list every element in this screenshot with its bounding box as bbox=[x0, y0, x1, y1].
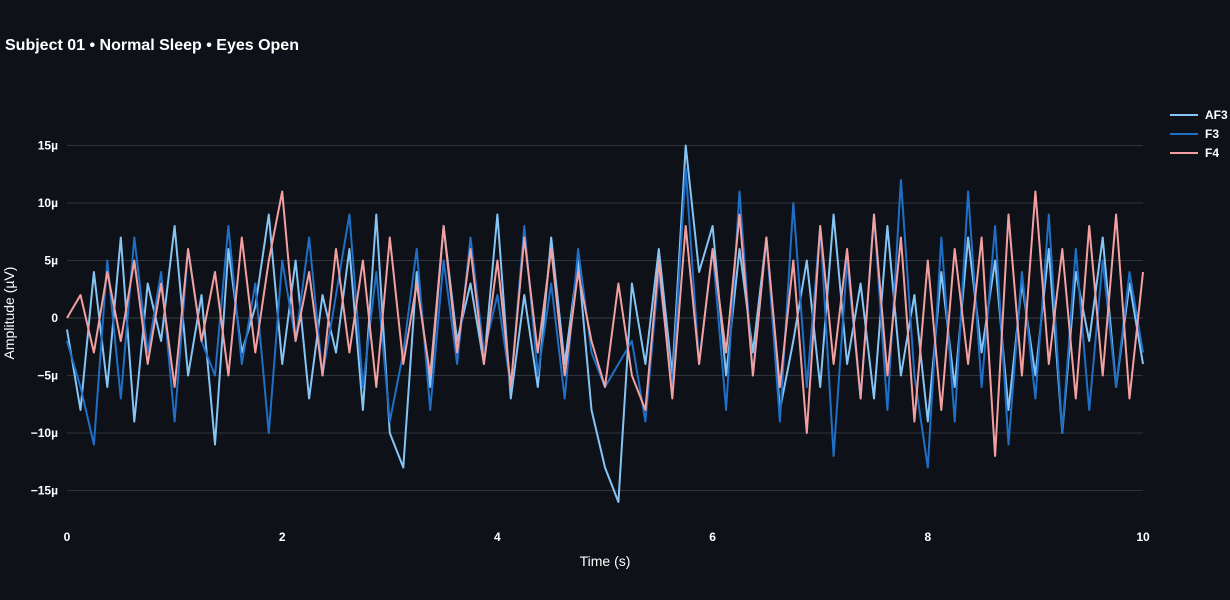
y-tick-label: 0 bbox=[51, 311, 58, 325]
y-tick-label: 15µ bbox=[38, 139, 58, 153]
y-tick-label: −10µ bbox=[31, 426, 58, 440]
x-tick-label: 2 bbox=[279, 530, 286, 544]
y-tick-label: 5µ bbox=[44, 254, 58, 268]
grid-lines bbox=[67, 145, 1143, 491]
legend-item-af3[interactable]: AF3 bbox=[1170, 108, 1228, 122]
legend-label: AF3 bbox=[1205, 108, 1228, 122]
legend-label: F3 bbox=[1205, 127, 1219, 141]
legend-label: F4 bbox=[1205, 146, 1219, 160]
series-line-f4 bbox=[66, 190, 1144, 457]
x-tick-label: 4 bbox=[494, 530, 501, 544]
series-lines bbox=[66, 144, 1144, 503]
x-tick-label: 10 bbox=[1136, 530, 1150, 544]
legend-item-f3[interactable]: F3 bbox=[1170, 127, 1219, 141]
y-axis-ticks: 15µ 10µ 5µ 0 −5µ −10µ −15µ bbox=[31, 139, 59, 498]
x-tick-label: 0 bbox=[64, 530, 71, 544]
series-line-af3 bbox=[66, 144, 1144, 503]
y-axis-title: Amplitude (µV) bbox=[1, 267, 17, 360]
legend-item-f4[interactable]: F4 bbox=[1170, 146, 1219, 160]
y-tick-label: −15µ bbox=[31, 484, 58, 498]
x-tick-label: 8 bbox=[924, 530, 931, 544]
y-tick-label: −5µ bbox=[37, 369, 58, 383]
x-axis-ticks: 0 2 4 6 8 10 bbox=[64, 530, 1150, 544]
x-tick-label: 6 bbox=[709, 530, 716, 544]
y-tick-label: 10µ bbox=[38, 196, 58, 210]
legend[interactable]: AF3 F3 F4 bbox=[1170, 108, 1228, 160]
chart-title: Subject 01 • Normal Sleep • Eyes Open bbox=[5, 37, 299, 54]
x-axis-title: Time (s) bbox=[580, 553, 631, 569]
